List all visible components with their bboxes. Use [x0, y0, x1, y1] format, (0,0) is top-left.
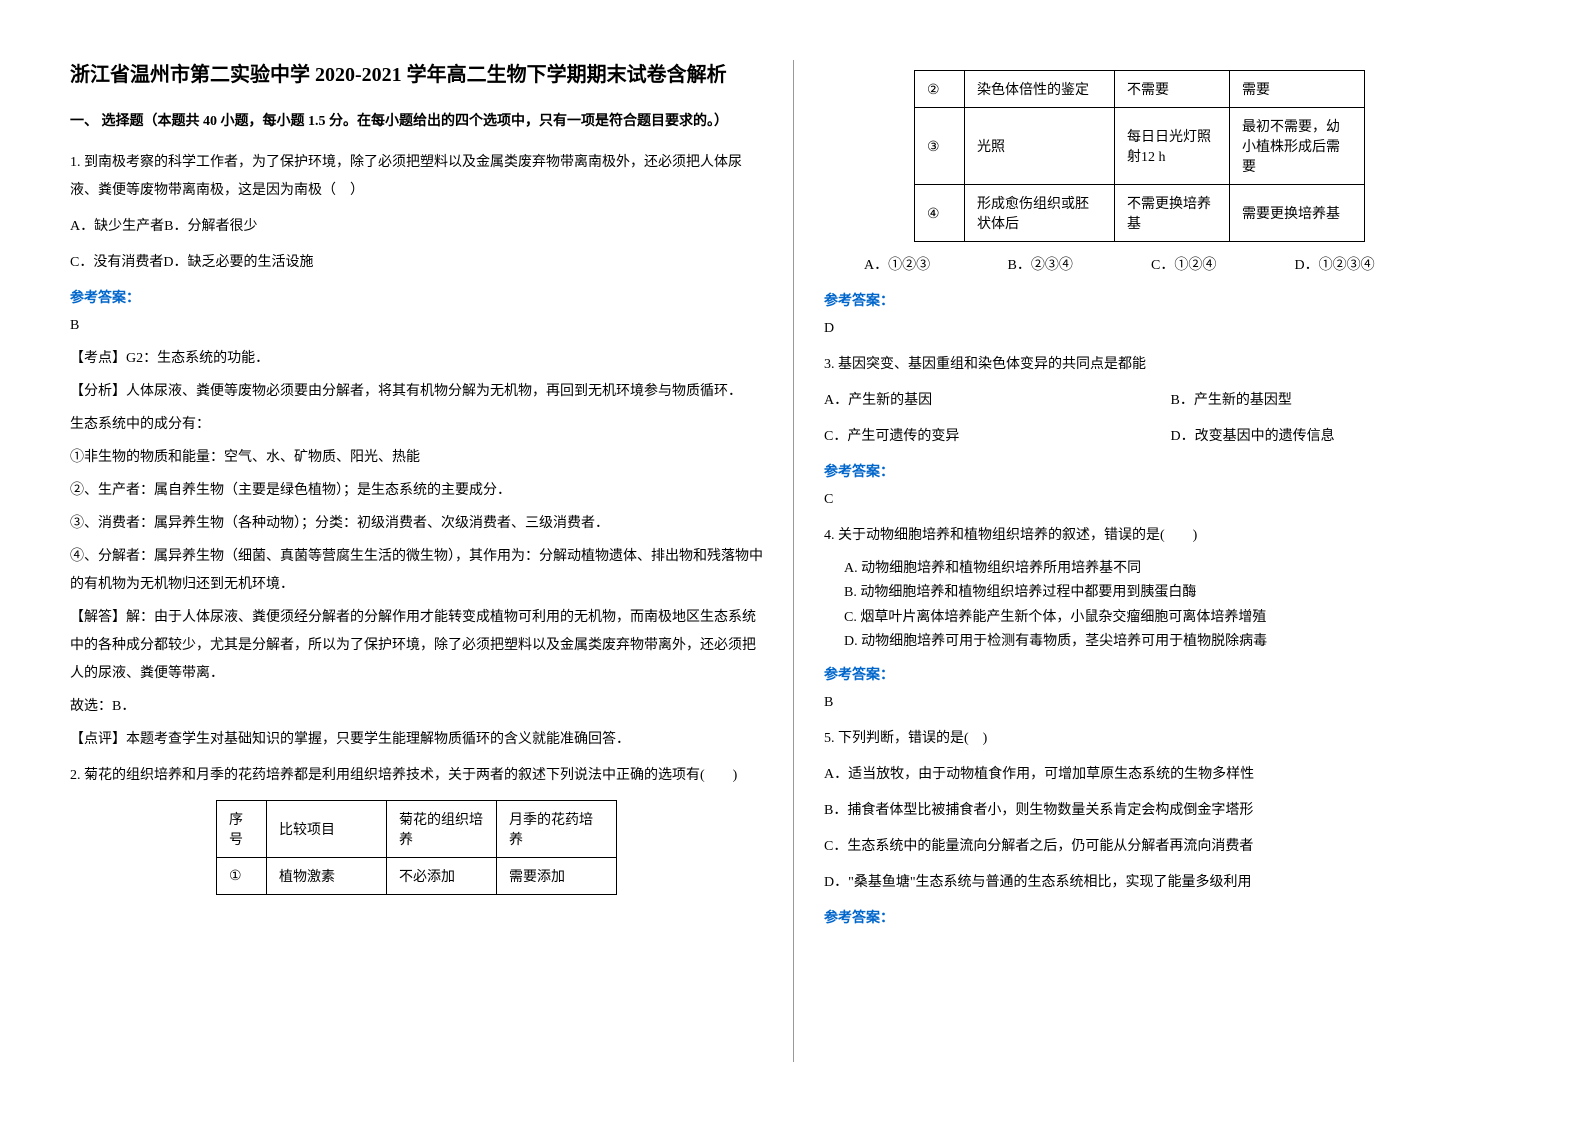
- q4-optB: B. 动物细胞培养和植物组织培养过程中都要用到胰蛋白酶: [824, 582, 1517, 604]
- q5-optB: B．捕食者体型比被捕食者小，则生物数量关系肯定会构成倒金字塔形: [824, 797, 1517, 825]
- q1-options-ab: A．缺少生产者B．分解者很少: [70, 213, 763, 241]
- q1-optA: A．缺少生产者: [70, 219, 164, 234]
- q4-answer: B: [824, 689, 1517, 717]
- t2-r1c1: ②: [915, 71, 965, 108]
- t2-r2c3: 每日日光灯照射12 h: [1115, 108, 1230, 185]
- q4-optC: C. 烟草叶片离体培养能产生新个体，小鼠杂交瘤细胞可离体培养增殖: [824, 607, 1517, 629]
- t2-r3c4: 需要更换培养基: [1230, 185, 1365, 242]
- q3-text: 3. 基因突变、基因重组和染色体变异的共同点是都能: [824, 351, 1517, 379]
- q1-analysis9: 故选：B．: [70, 693, 763, 721]
- t1-r1c1: ①: [217, 857, 267, 894]
- q1-analysis8: 【解答】解：由于人体尿液、粪便须经分解者的分解作用才能转变成植物可利用的无机物，…: [70, 604, 763, 688]
- q2-optB: B．②③④: [1008, 252, 1148, 280]
- q5-optA: A．适当放牧，由于动物植食作用，可增加草原生态系统的生物多样性: [824, 761, 1517, 789]
- q1-analysis4: ①非生物的物质和能量：空气、水、矿物质、阳光、热能: [70, 444, 763, 472]
- q2-answer: D: [824, 315, 1517, 343]
- q5-answer-label: 参考答案：: [824, 907, 1517, 927]
- q1-options-cd: C．没有消费者D．缺乏必要的生活设施: [70, 249, 763, 277]
- q3-answer: C: [824, 486, 1517, 514]
- t2-r2c2: 光照: [965, 108, 1115, 185]
- q3-optA: A．产生新的基因: [824, 387, 1171, 415]
- q3-options-ab: A．产生新的基因 B．产生新的基因型: [824, 387, 1517, 415]
- q3-optD: D．改变基因中的遗传信息: [1171, 423, 1518, 451]
- q4-optA: A. 动物细胞培养和植物组织培养所用培养基不同: [824, 558, 1517, 580]
- q3-optC: C．产生可遗传的变异: [824, 423, 1171, 451]
- q5-optD: D．"桑基鱼塘"生态系统与普通的生态系统相比，实现了能量多级利用: [824, 869, 1517, 897]
- q2-options: A．①②③ B．②③④ C．①②④ D．①②③④: [824, 252, 1517, 280]
- q1-analysis7: ④、分解者：属异养生物（细菌、真菌等营腐生生活的微生物），其作用为：分解动植物遗…: [70, 543, 763, 599]
- t1-h1: 序号: [217, 800, 267, 857]
- t2-r2c1: ③: [915, 108, 965, 185]
- q1-analysis3: 生态系统中的成分有：: [70, 411, 763, 439]
- q1-optB: B．分解者很少: [164, 219, 257, 234]
- q3-optB: B．产生新的基因型: [1171, 387, 1518, 415]
- t1-r1c2: 植物激素: [267, 857, 387, 894]
- t2-r1c3: 不需要: [1115, 71, 1230, 108]
- t2-r3c1: ④: [915, 185, 965, 242]
- q1-text: 1. 到南极考察的科学工作者，为了保护环境，除了必须把塑料以及金属类废弃物带离南…: [70, 149, 763, 205]
- t2-r1c4: 需要: [1230, 71, 1365, 108]
- q2-answer-label: 参考答案：: [824, 290, 1517, 310]
- q4-optD: D. 动物细胞培养可用于检测有毒物质，茎尖培养可用于植物脱除病毒: [824, 631, 1517, 653]
- t1-h2: 比较项目: [267, 800, 387, 857]
- q2-optC: C．①②④: [1151, 252, 1291, 280]
- t2-r3c3: 不需更换培养基: [1115, 185, 1230, 242]
- q5-optC: C．生态系统中的能量流向分解者之后，仍可能从分解者再流向消费者: [824, 833, 1517, 861]
- q1-optD: D．缺乏必要的生活设施: [163, 255, 313, 270]
- q1-optC: C．没有消费者: [70, 255, 163, 270]
- q2-optD: D．①②③④: [1295, 252, 1435, 280]
- q3-answer-label: 参考答案：: [824, 461, 1517, 481]
- t1-r1c4: 需要添加: [497, 857, 617, 894]
- t2-r3c2: 形成愈伤组织或胚状体后: [965, 185, 1115, 242]
- t2-r1c2: 染色体倍性的鉴定: [965, 71, 1115, 108]
- section-header: 一、 选择题（本题共 40 小题，每小题 1.5 分。在每小题给出的四个选项中，…: [70, 110, 763, 134]
- t1-r1c3: 不必添加: [387, 857, 497, 894]
- t1-h4: 月季的花药培养: [497, 800, 617, 857]
- q2-text: 2. 菊花的组织培养和月季的花药培养都是利用组织培养技术，关于两者的叙述下列说法…: [70, 762, 763, 790]
- exam-title: 浙江省温州市第二实验中学 2020-2021 学年高二生物下学期期末试卷含解析: [70, 60, 763, 90]
- q5-text: 5. 下列判断，错误的是( ): [824, 725, 1517, 753]
- q2-optA: A．①②③: [864, 252, 1004, 280]
- q1-analysis5: ②、生产者：属自养生物（主要是绿色植物）；是生态系统的主要成分．: [70, 477, 763, 505]
- q3-options-cd: C．产生可遗传的变异 D．改变基因中的遗传信息: [824, 423, 1517, 451]
- q1-analysis10: 【点评】本题考查学生对基础知识的掌握，只要学生能理解物质循环的含义就能准确回答．: [70, 726, 763, 754]
- t1-h3: 菊花的组织培养: [387, 800, 497, 857]
- q1-answer-label: 参考答案：: [70, 287, 763, 307]
- q1-analysis2: 【分析】人体尿液、粪便等废物必须要由分解者，将其有机物分解为无机物，再回到无机环…: [70, 378, 763, 406]
- q4-answer-label: 参考答案：: [824, 664, 1517, 684]
- q2-table-part2: ② 染色体倍性的鉴定 不需要 需要 ③ 光照 每日日光灯照射12 h 最初不需要…: [914, 70, 1365, 242]
- q1-analysis1: 【考点】G2：生态系统的功能．: [70, 345, 763, 373]
- q2-table-part1: 序号 比较项目 菊花的组织培养 月季的花药培养 ① 植物激素 不必添加 需要添加: [216, 800, 617, 895]
- q1-analysis6: ③、消费者：属异养生物（各种动物）；分类：初级消费者、次级消费者、三级消费者．: [70, 510, 763, 538]
- q1-answer: B: [70, 312, 763, 340]
- t2-r2c4: 最初不需要，幼小植株形成后需要: [1230, 108, 1365, 185]
- q4-text: 4. 关于动物细胞培养和植物组织培养的叙述，错误的是( ): [824, 522, 1517, 550]
